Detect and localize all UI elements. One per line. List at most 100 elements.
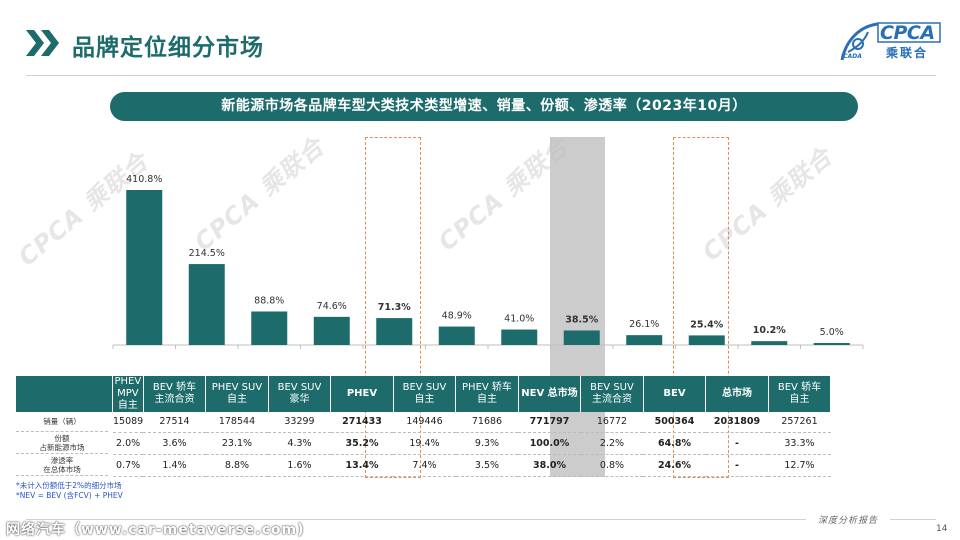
row-label-line: 在总体市场 <box>43 464 81 474</box>
row-label-line: 份额 <box>54 433 70 443</box>
table-cell: 100.0% <box>518 432 581 455</box>
data-label: 88.8% <box>254 295 284 306</box>
bev-highlight-box <box>673 137 729 478</box>
table-cell: 12.7% <box>768 454 831 477</box>
table-cell: 2031809 <box>705 412 769 433</box>
logo-text: CPCA <box>880 22 935 44</box>
table-cell: 27514 <box>143 412 206 433</box>
category-name: PHEV 轿车 <box>462 382 512 393</box>
table-cell: 2.0% <box>113 432 144 455</box>
category-name: BEV 轿车 <box>777 382 822 393</box>
table-header-cell: PHEV 轿车 自主 <box>455 376 519 412</box>
footnote: *未计入份额低于2%的细分市场 <box>16 481 122 490</box>
bar <box>376 318 413 345</box>
category-name: BEV SUV <box>402 382 447 393</box>
table-cell: 19.4% <box>393 432 456 455</box>
data-label: 38.5% <box>565 314 598 325</box>
category-name: BEV 轿车 <box>152 382 197 393</box>
table-cell: 33299 <box>268 412 331 433</box>
chevron-right-icon <box>26 30 59 56</box>
row-label: 渗透率 在总体市场 <box>16 454 108 476</box>
table-header-cell: BEV 轿车 主流合资 <box>143 376 207 412</box>
category-sub: 主流合资 <box>591 394 632 405</box>
data-label: 214.5% <box>189 248 225 259</box>
table-header-cell: BEV <box>643 376 707 412</box>
table-header-cell: PHEV <box>330 376 394 412</box>
table-header-cell: NEV 总市场 <box>518 376 582 412</box>
header-divider <box>26 75 936 76</box>
bar <box>438 326 475 345</box>
table-cell: 16772 <box>580 412 644 433</box>
row-label: 份额 占新能源市场 <box>16 432 108 454</box>
footnote: *NEV = BEV (含FCV) + PHEV <box>16 491 123 500</box>
data-label: 41.0% <box>504 314 534 325</box>
table-cell: 23.1% <box>205 432 269 455</box>
table-cell: - <box>705 432 769 455</box>
category-name: NEV 总市场 <box>521 388 578 399</box>
category-sub: 自主 <box>414 394 435 405</box>
page-title: 品牌定位细分市场 <box>72 35 264 61</box>
category-sub: 自主 <box>117 400 138 411</box>
table-row: 0.7% 1.4% 8.8% 1.6% 13.4% 7.4% 3.5% 38.0% 0.8% 24… <box>113 454 893 477</box>
table-cell: 13.4% <box>330 454 394 477</box>
table-cell: 0.8% <box>580 454 644 477</box>
data-label: 10.2% <box>753 325 786 336</box>
table-header-corner <box>16 376 113 412</box>
bar <box>626 335 663 345</box>
bar <box>501 329 538 345</box>
table-cell: 178544 <box>205 412 269 433</box>
category-sub: 自主 <box>226 394 247 405</box>
data-label: 71.3% <box>378 302 411 313</box>
category-sub: 自主 <box>476 394 497 405</box>
row-label-line: 渗透率 <box>50 455 74 465</box>
data-label: 74.6% <box>317 301 347 312</box>
data-label: 5.0% <box>820 327 844 338</box>
category-sub: 主流合资 <box>154 394 195 405</box>
table-cell: 771797 <box>518 412 581 433</box>
chart-banner: 新能源市场各品牌车型大类技术类型增速、销量、份额、渗透率（2023年10月） <box>110 92 858 121</box>
category-name: PHEV MPV <box>114 376 142 399</box>
category-name: 总市场 <box>721 388 752 399</box>
table-row: 2.0% 3.6% 23.1% 4.3% 35.2% 19.4% 9.3% 100.0% 2.2… <box>113 432 893 455</box>
table-cell: 0.7% <box>113 454 144 477</box>
row-label: 销量（辆） <box>16 412 108 432</box>
bar <box>313 316 350 345</box>
bar <box>688 335 725 345</box>
logo-subtitle: 乘联合 <box>886 46 929 60</box>
bar <box>126 190 163 345</box>
category-name: BEV SUV <box>590 382 634 393</box>
table-cell: 4.3% <box>268 432 331 455</box>
table-header-cell: PHEV SUV 自主 <box>205 376 269 412</box>
table-header-cell: BEV SUV 豪华 <box>268 376 332 412</box>
table-cell: 500364 <box>643 412 706 433</box>
table-cell: 71686 <box>455 412 519 433</box>
table-cell: 15089 <box>113 412 144 433</box>
category-sub: 自主 <box>789 394 810 405</box>
table-cell: 1.6% <box>268 454 331 477</box>
site-watermark: 网络汽车（www.car-metaverse.com) <box>6 522 305 538</box>
footer-report-label: 深度分析报告 <box>818 516 879 526</box>
category-name: PHEV <box>346 388 378 399</box>
row-label-line: 销量（辆） <box>43 417 81 426</box>
row-label-line: 占新能源市场 <box>39 442 85 452</box>
table-cell: 7.4% <box>393 454 456 477</box>
category-sub: 豪华 <box>289 394 310 405</box>
table-cell: 9.3% <box>455 432 519 455</box>
bar <box>251 311 288 345</box>
table-header-cell: BEV SUV 自主 <box>393 376 457 412</box>
category-name: BEV SUV <box>277 382 322 393</box>
logo-mark: ICADA <box>841 53 862 60</box>
data-table: PHEV MPV 自主 BEV 轿车 主流合资 PHEV SUV 自主 BEV SUV 豪华 P… <box>113 376 893 477</box>
table-header-cell: PHEV MPV 自主 <box>113 376 144 412</box>
table-cell: 271433 <box>330 412 394 433</box>
table-cell: 2.2% <box>580 432 644 455</box>
category-name: BEV <box>663 388 686 399</box>
footer-divider <box>890 519 936 520</box>
table-cell: 38.0% <box>518 454 581 477</box>
table-cell: 24.6% <box>643 454 706 477</box>
table-header-cell: BEV SUV 主流合资 <box>580 376 644 412</box>
phev-highlight-box <box>365 137 421 478</box>
bar <box>751 341 788 345</box>
table-cell: 35.2% <box>330 432 394 455</box>
